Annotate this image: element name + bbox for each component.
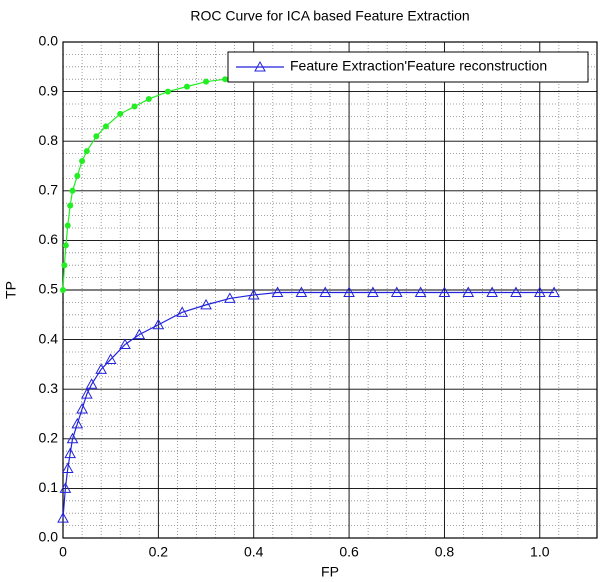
point <box>102 123 109 130</box>
triangle-marker <box>438 286 451 297</box>
y-tick-label: 0.0 <box>39 33 59 49</box>
point <box>62 242 69 249</box>
triangle-marker <box>548 286 560 297</box>
x-tick-label: 0.8 <box>435 544 455 560</box>
point <box>67 202 74 209</box>
triangle-marker <box>271 286 284 297</box>
triangle-marker <box>85 378 98 389</box>
triangle-marker <box>95 363 107 374</box>
x-axis-label: FP <box>321 564 339 580</box>
triangle-marker <box>133 328 146 340</box>
y-axis-label: TP <box>3 281 19 299</box>
series-line <box>62 291 555 519</box>
triangle-marker <box>462 286 475 297</box>
point <box>222 76 229 83</box>
y-tick-label: 0.7 <box>39 182 59 198</box>
y-tick-label: 0.4 <box>39 330 59 346</box>
triangle-marker <box>533 286 546 297</box>
y-tick-label: 0.0 <box>39 529 59 545</box>
triangle-marker <box>71 417 84 429</box>
y-tick-label: 0.1 <box>39 479 59 495</box>
x-tick-label: 1.0 <box>530 544 550 560</box>
triangle-marker <box>76 403 88 414</box>
triangle-marker <box>254 60 266 72</box>
x-tick-label: 0.4 <box>244 544 264 560</box>
point <box>60 287 66 293</box>
y-tick-label: 0.3 <box>39 380 59 396</box>
x-tick-label: 0.6 <box>339 544 359 560</box>
point <box>64 222 71 229</box>
point <box>117 110 124 117</box>
triangle-marker <box>104 353 117 364</box>
point <box>79 158 86 165</box>
triangle-marker <box>486 286 498 297</box>
triangle-marker <box>367 286 379 297</box>
triangle-marker <box>343 286 355 297</box>
series-line <box>62 78 226 291</box>
point <box>93 133 100 140</box>
y-tick-label: 0.2 <box>39 430 59 446</box>
triangle-marker <box>80 388 93 399</box>
triangle-marker <box>152 318 165 330</box>
y-tick-label: 0.5 <box>39 281 59 297</box>
y-tick-label: 0.6 <box>39 231 59 247</box>
triangle-marker <box>295 286 308 297</box>
triangle-marker <box>224 292 236 303</box>
triangle-marker <box>119 338 131 350</box>
triangle-marker <box>247 288 260 300</box>
point <box>164 88 171 95</box>
triangle-marker <box>414 286 427 297</box>
legend-label: Feature Extraction'Feature reconstructio… <box>290 58 547 74</box>
point <box>83 148 90 155</box>
point <box>145 96 152 103</box>
triangle-marker <box>390 286 403 297</box>
point <box>131 103 138 110</box>
y-tick-label: 0.8 <box>39 132 59 148</box>
point <box>203 78 210 85</box>
point <box>69 187 76 194</box>
point <box>183 83 190 90</box>
triangle-marker <box>176 306 189 317</box>
point <box>61 262 68 269</box>
triangle-marker <box>319 286 332 297</box>
legend-box <box>227 51 589 83</box>
point <box>74 172 81 179</box>
triangle-marker <box>66 432 79 444</box>
triangle-marker <box>200 298 212 310</box>
triangle-marker <box>64 447 77 459</box>
chart-title: ROC Curve for ICA based Feature Extracti… <box>190 8 469 24</box>
x-tick-label: 0 <box>59 544 67 560</box>
y-tick-label: 0.9 <box>39 82 59 98</box>
x-tick-label: 0.2 <box>149 544 169 560</box>
triangle-marker <box>57 512 69 523</box>
triangle-marker <box>59 482 72 493</box>
triangle-marker <box>510 286 522 297</box>
triangle-marker <box>61 462 74 474</box>
